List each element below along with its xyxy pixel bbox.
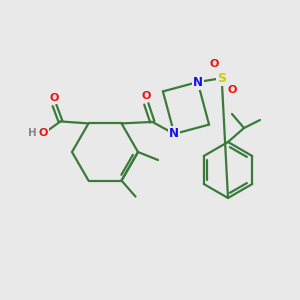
Text: O: O — [227, 85, 236, 95]
Text: O: O — [50, 93, 59, 103]
Text: O: O — [142, 91, 151, 101]
Text: N: N — [169, 128, 179, 140]
Text: S: S — [217, 72, 226, 85]
Text: H: H — [28, 128, 37, 138]
Text: N: N — [193, 76, 203, 88]
Text: O: O — [39, 128, 48, 138]
Text: O: O — [209, 59, 218, 69]
